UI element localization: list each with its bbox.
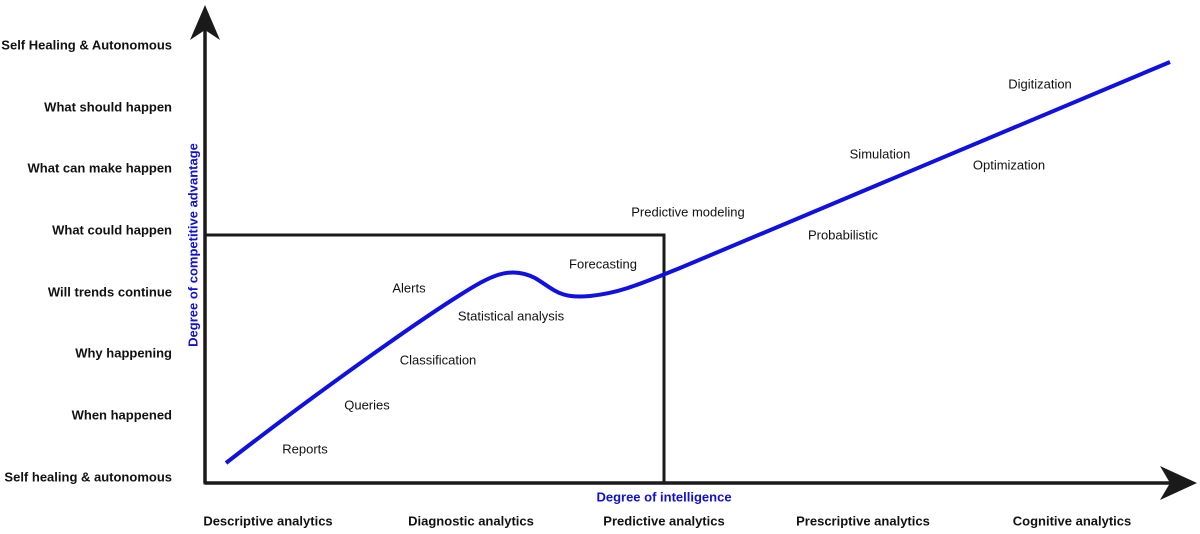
y-label: Why happening [75,345,172,360]
curve-label: Predictive modeling [631,204,744,219]
y-label: Self healing & autonomous [4,469,172,484]
curve-label: Forecasting [569,256,637,271]
curve-label: Queries [344,397,390,412]
y-label: What could happen [52,222,172,237]
curve-label: Optimization [973,157,1045,172]
y-label: What can make happen [28,160,173,175]
y-label: Self Healing & Autonomous [1,37,172,52]
curve-label: Classification [400,352,477,367]
curve-label: Digitization [1008,76,1072,91]
x-label: Cognitive analytics [1013,513,1131,528]
curve-label: Reports [282,441,328,456]
y-label: When happened [72,407,172,422]
x-label: Prescriptive analytics [796,513,930,528]
curve-label: Simulation [850,146,911,161]
curve [224,60,1171,465]
curve-label: Alerts [392,280,426,295]
curve-label: Probabilistic [808,227,879,242]
x-label: Descriptive analytics [203,513,332,528]
y-arrow [190,5,220,40]
x-arrow [1160,466,1197,500]
y-label: What should happen [44,99,172,114]
curve-label: Statistical analysis [458,308,565,323]
x-label: Diagnostic analytics [408,513,534,528]
x-axis-title: Degree of intelligence [596,489,731,504]
y-label: Will trends continue [48,284,172,299]
x-label: Predictive analytics [603,513,724,528]
y-axis-title: Degree of competitive advantage [185,143,200,347]
